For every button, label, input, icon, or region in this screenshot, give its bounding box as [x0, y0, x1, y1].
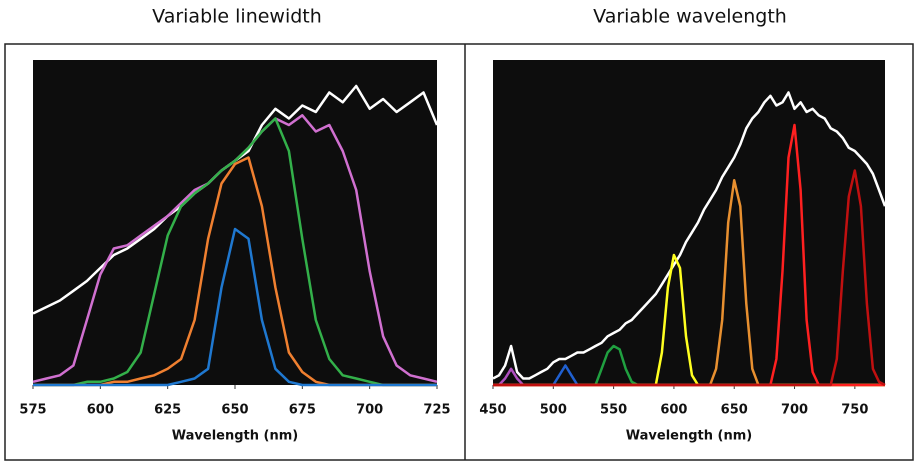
spectrum-line [493, 169, 886, 387]
x-tick-label: 600 [87, 403, 114, 418]
x-tick-label: 500 [540, 403, 567, 418]
spectrum-line [33, 117, 437, 387]
chart-title: Variable linewidth [152, 6, 322, 28]
x-tick-label: 450 [479, 403, 506, 418]
chart-title: Variable wavelength [593, 6, 787, 28]
x-tick-label: 575 [19, 403, 46, 418]
spectrum-line [492, 91, 887, 380]
x-tick-label: 725 [423, 403, 450, 418]
plot-area [33, 60, 437, 385]
x-tick-label: 600 [660, 403, 687, 418]
spectrum-line [33, 227, 437, 387]
x-tick-label: 550 [600, 403, 627, 418]
x-tick-label: 650 [221, 403, 248, 418]
x-tick-label: 750 [841, 403, 868, 418]
x-tick-label: 700 [356, 403, 383, 418]
plot-area [493, 60, 885, 385]
x-axis-label: Wavelength (nm) [626, 429, 752, 444]
x-tick-label: 625 [154, 403, 181, 418]
x-tick-label: 650 [721, 403, 748, 418]
x-tick-label: 700 [781, 403, 808, 418]
frame [4, 43, 914, 461]
x-axis-label: Wavelength (nm) [172, 429, 298, 444]
x-tick-label: 675 [289, 403, 316, 418]
